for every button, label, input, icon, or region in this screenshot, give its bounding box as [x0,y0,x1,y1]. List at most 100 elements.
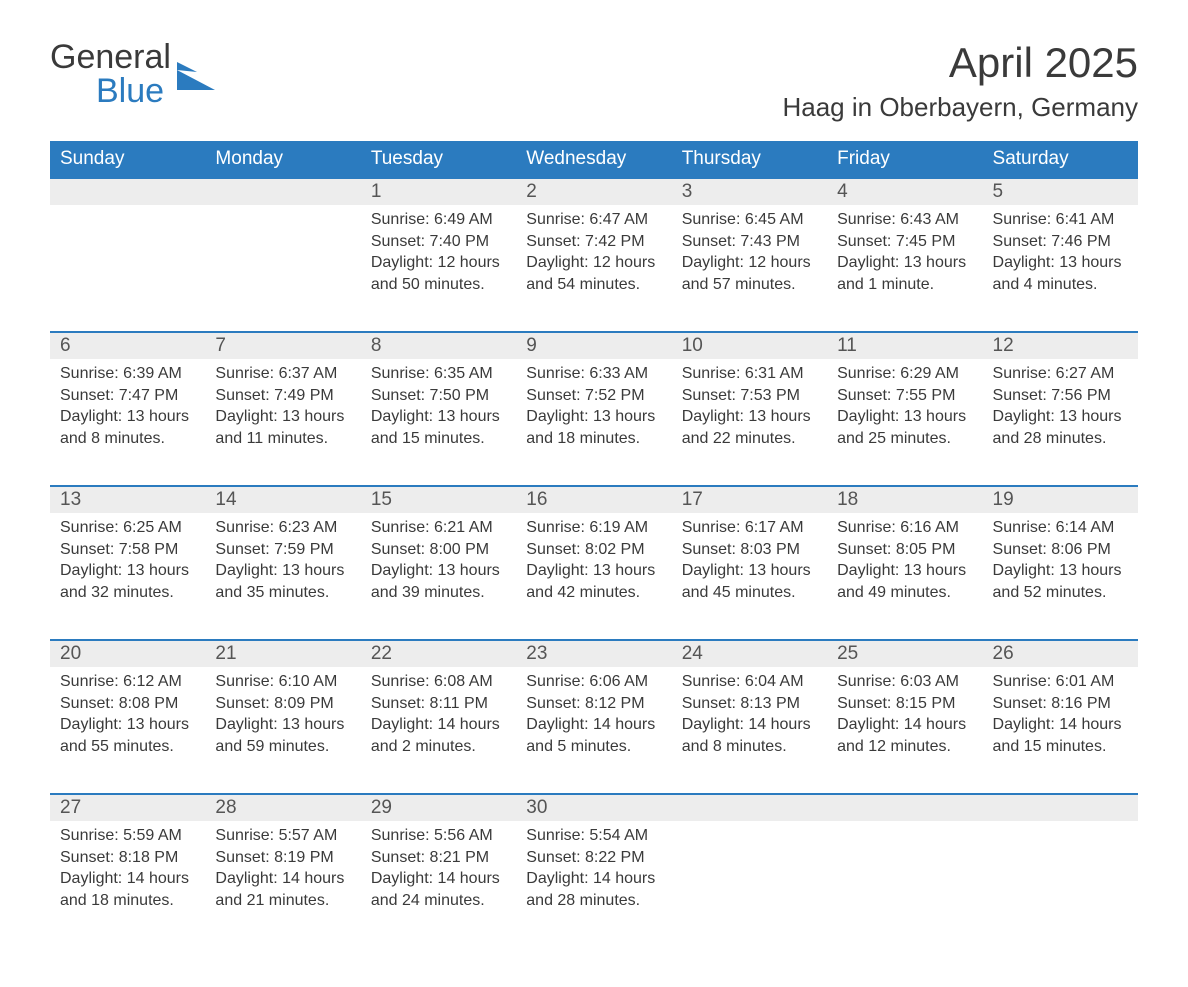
day-detail-line: Sunrise: 6:19 AM [526,517,661,539]
day-cell: Sunrise: 6:37 AMSunset: 7:49 PMDaylight:… [205,359,360,485]
day-number: 28 [205,795,360,821]
day-detail-line: Daylight: 13 hours and 4 minutes. [993,252,1128,295]
day-number: 8 [361,333,516,359]
day-detail-line: Sunset: 7:58 PM [60,539,195,561]
day-cell-body: Sunrise: 6:06 AMSunset: 8:12 PMDaylight:… [516,667,671,765]
day-cell: Sunrise: 6:47 AMSunset: 7:42 PMDaylight:… [516,205,671,331]
day-header: Tuesday [361,141,516,177]
day-detail-line: Daylight: 13 hours and 35 minutes. [215,560,350,603]
day-number [827,795,982,821]
day-detail-line: Sunset: 8:06 PM [993,539,1128,561]
logo: General Blue [50,40,223,108]
day-detail-line: Sunrise: 6:33 AM [526,363,661,385]
day-detail-line: Sunset: 8:21 PM [371,847,506,869]
day-detail-line: Sunrise: 6:03 AM [837,671,972,693]
day-header-row: SundayMondayTuesdayWednesdayThursdayFrid… [50,141,1138,177]
day-cell-body: Sunrise: 6:23 AMSunset: 7:59 PMDaylight:… [205,513,360,611]
day-number: 6 [50,333,205,359]
day-detail-line: Daylight: 13 hours and 15 minutes. [371,406,506,449]
day-cell-body: Sunrise: 6:49 AMSunset: 7:40 PMDaylight:… [361,205,516,303]
day-cell: Sunrise: 6:41 AMSunset: 7:46 PMDaylight:… [983,205,1138,331]
day-detail-line: Sunrise: 5:57 AM [215,825,350,847]
header: General Blue April 2025 Haag in Oberbaye… [50,40,1138,123]
day-number: 3 [672,179,827,205]
week: 20212223242526 Sunrise: 6:12 AM Sunset: 8:… [50,639,1138,793]
day-number [50,179,205,205]
day-detail-line: Daylight: 13 hours and 22 minutes. [682,406,817,449]
day-cell-body: Sunrise: 6:39 AMSunset: 7:47 PMDaylight:… [50,359,205,457]
day-cell-body: Sunrise: 6:16 AMSunset: 8:05 PMDaylight:… [827,513,982,611]
day-detail-line: Daylight: 14 hours and 12 minutes. [837,714,972,757]
day-cell: Sunrise: 6:01 AMSunset: 8:16 PMDaylight:… [983,667,1138,793]
day-detail-line: Sunset: 7:46 PM [993,231,1128,253]
day-detail-line: Sunrise: 6:12 AM [60,671,195,693]
day-cell-body [983,821,1138,833]
day-detail-line: Daylight: 12 hours and 54 minutes. [526,252,661,295]
day-detail-line: Sunset: 7:47 PM [60,385,195,407]
day-number: 16 [516,487,671,513]
day-body-row: Sunrise: 6:39 AMSunset: 7:47 PM Daylight:… [50,359,1138,485]
day-detail-line: Sunset: 8:09 PM [215,693,350,715]
day-cell-body: Sunrise: 6:19 AMSunset: 8:02 PMDaylight:… [516,513,671,611]
day-number: 5 [983,179,1138,205]
day-detail-line: Sunrise: 6:35 AM [371,363,506,385]
day-cell-body [827,821,982,833]
day-detail-line: Daylight: 13 hours and 45 minutes. [682,560,817,603]
day-detail-line: Sunset: 8:16 PM [993,693,1128,715]
day-detail-line: Sunrise: 6:14 AM [993,517,1128,539]
day-detail-line: Daylight: 13 hours and 11 minutes. [215,406,350,449]
day-cell: Sunrise: 6:45 AMSunset: 7:43 PMDaylight:… [672,205,827,331]
day-detail-line: Sunset: 8:18 PM [60,847,195,869]
calendar: SundayMondayTuesdayWednesdayThursdayFrid… [50,141,1138,947]
day-detail-line: Daylight: 12 hours and 50 minutes. [371,252,506,295]
day-cell [672,821,827,947]
day-cell-body: Sunrise: 5:54 AMSunset: 8:22 PMDaylight:… [516,821,671,919]
day-number: 29 [361,795,516,821]
day-detail-line: Sunrise: 6:10 AM [215,671,350,693]
day-header: Friday [827,141,982,177]
day-cell: Sunrise: 6:08 AMSunset: 8:11 PMDaylight:… [361,667,516,793]
day-detail-line: Sunset: 7:55 PM [837,385,972,407]
day-detail-line: Daylight: 13 hours and 39 minutes. [371,560,506,603]
day-detail-line: Sunrise: 5:59 AM [60,825,195,847]
day-detail-line: Daylight: 14 hours and 2 minutes. [371,714,506,757]
day-number: 10 [672,333,827,359]
day-number: 30 [516,795,671,821]
day-detail-line: Sunrise: 6:23 AM [215,517,350,539]
day-header: Sunday [50,141,205,177]
day-cell: Sunrise: 6:23 AMSunset: 7:59 PMDaylight:… [205,513,360,639]
day-number [672,795,827,821]
day-detail-line: Sunrise: 6:45 AM [682,209,817,231]
day-number: 2 [516,179,671,205]
day-number-row: 6789101112 [50,333,1138,359]
logo-word1: General [50,38,171,76]
day-cell: Sunrise: 6:03 AMSunset: 8:15 PMDaylight:… [827,667,982,793]
day-detail-line: Sunset: 7:52 PM [526,385,661,407]
day-detail-line: Sunrise: 6:06 AM [526,671,661,693]
day-number: 23 [516,641,671,667]
day-cell-body: Sunrise: 6:31 AMSunset: 7:53 PMDaylight:… [672,359,827,457]
day-detail-line: Daylight: 13 hours and 55 minutes. [60,714,195,757]
day-cell-body [672,821,827,833]
day-detail-line: Sunrise: 6:39 AM [60,363,195,385]
day-cell-body: Sunrise: 6:04 AMSunset: 8:13 PMDaylight:… [672,667,827,765]
day-cell: Sunrise: 6:17 AMSunset: 8:03 PMDaylight:… [672,513,827,639]
day-detail-line: Sunset: 8:03 PM [682,539,817,561]
day-detail-line: Sunset: 7:49 PM [215,385,350,407]
day-number: 18 [827,487,982,513]
day-detail-line: Sunset: 8:05 PM [837,539,972,561]
day-cell: Sunrise: 6:19 AMSunset: 8:02 PMDaylight:… [516,513,671,639]
day-detail-line: Daylight: 14 hours and 21 minutes. [215,868,350,911]
day-body-row: Sunrise: 5:59 AMSunset: 8:18 PM Daylight:… [50,821,1138,947]
day-number: 13 [50,487,205,513]
day-number-row: 27282930 [50,795,1138,821]
day-cell-body: Sunrise: 5:57 AMSunset: 8:19 PMDaylight:… [205,821,360,919]
day-number-row: 20212223242526 [50,641,1138,667]
day-number: 15 [361,487,516,513]
day-cell-body [50,205,205,217]
day-cell-body: Sunrise: 6:47 AMSunset: 7:42 PMDaylight:… [516,205,671,303]
day-cell: Sunrise: 6:33 AMSunset: 7:52 PMDaylight:… [516,359,671,485]
logo-word2: Blue [96,72,164,110]
day-detail-line: Daylight: 13 hours and 42 minutes. [526,560,661,603]
day-detail-line: Daylight: 13 hours and 18 minutes. [526,406,661,449]
